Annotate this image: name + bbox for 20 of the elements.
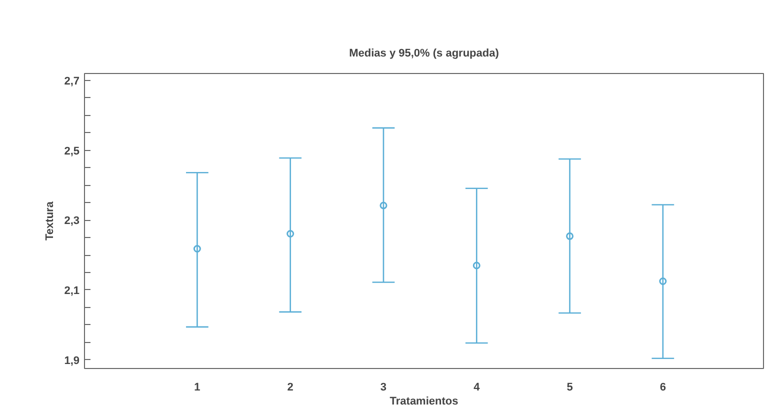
y-tick-label: 2,1 (64, 284, 80, 297)
x-tick-label: 1 (194, 382, 200, 394)
x-tick-label: 6 (660, 382, 666, 394)
x-tick-label: 4 (474, 382, 481, 394)
point (566, 232, 574, 240)
x-tick-label: 3 (380, 382, 387, 394)
y-tick-label: 2,7 (64, 75, 80, 88)
point (659, 277, 667, 285)
chart-title: Medias y 95,0% (s agrupada) (349, 48, 500, 60)
point (380, 202, 388, 210)
x-axis-title: Tratamientos (390, 396, 458, 408)
y-tick-label: 2,3 (64, 215, 80, 228)
point (472, 262, 480, 270)
y-axis-title: Textura (44, 200, 56, 240)
x-tick-label: 2 (287, 382, 294, 394)
y-tick-label: 1,9 (64, 354, 80, 367)
point (286, 230, 294, 238)
x-tick-label: 5 (566, 382, 573, 394)
y-tick-label: 2,5 (64, 145, 80, 158)
point (193, 245, 201, 252)
